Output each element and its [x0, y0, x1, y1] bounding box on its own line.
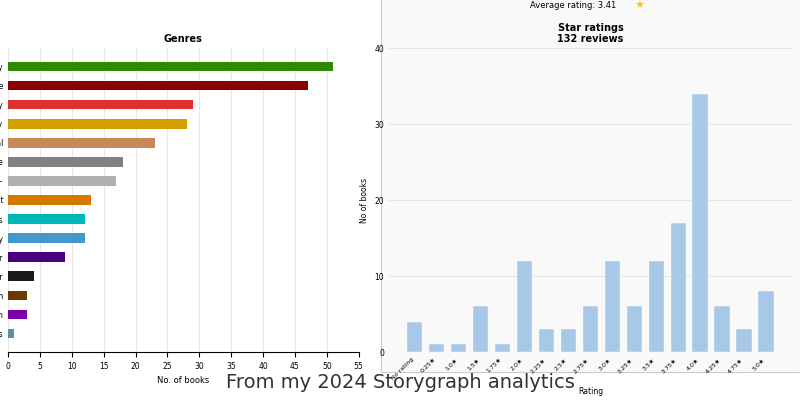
Bar: [8, 195, 91, 205]
Bar: [451, 344, 466, 352]
Bar: [626, 306, 642, 352]
Bar: [429, 344, 445, 352]
Bar: [8, 119, 186, 128]
Bar: [517, 261, 532, 352]
Bar: [8, 138, 154, 148]
Bar: [670, 223, 686, 352]
Bar: [8, 157, 122, 167]
Bar: [8, 272, 34, 281]
Bar: [8, 62, 333, 71]
Bar: [714, 306, 730, 352]
Bar: [758, 291, 774, 352]
Bar: [693, 94, 708, 352]
Bar: [649, 261, 664, 352]
Bar: [8, 252, 66, 262]
Bar: [8, 290, 27, 300]
Title: Genres: Genres: [164, 34, 202, 44]
Bar: [8, 310, 27, 319]
Text: Average rating: 3.41: Average rating: 3.41: [530, 2, 616, 10]
Bar: [407, 322, 422, 352]
Bar: [8, 81, 308, 90]
Text: ★: ★: [634, 0, 645, 10]
Bar: [473, 306, 488, 352]
Title: Star ratings
132 reviews: Star ratings 132 reviews: [558, 23, 623, 44]
Bar: [8, 233, 85, 243]
Text: From my 2024 Storygraph analytics: From my 2024 Storygraph analytics: [226, 373, 574, 392]
X-axis label: Rating: Rating: [578, 387, 603, 396]
Bar: [8, 214, 85, 224]
Bar: [582, 306, 598, 352]
Bar: [605, 261, 620, 352]
Bar: [8, 176, 116, 186]
Bar: [495, 344, 510, 352]
Bar: [8, 100, 193, 110]
X-axis label: No. of books: No. of books: [157, 376, 210, 385]
Y-axis label: No of books: No of books: [360, 178, 369, 222]
Bar: [736, 329, 752, 352]
Bar: [561, 329, 576, 352]
Bar: [539, 329, 554, 352]
Bar: [8, 329, 14, 338]
